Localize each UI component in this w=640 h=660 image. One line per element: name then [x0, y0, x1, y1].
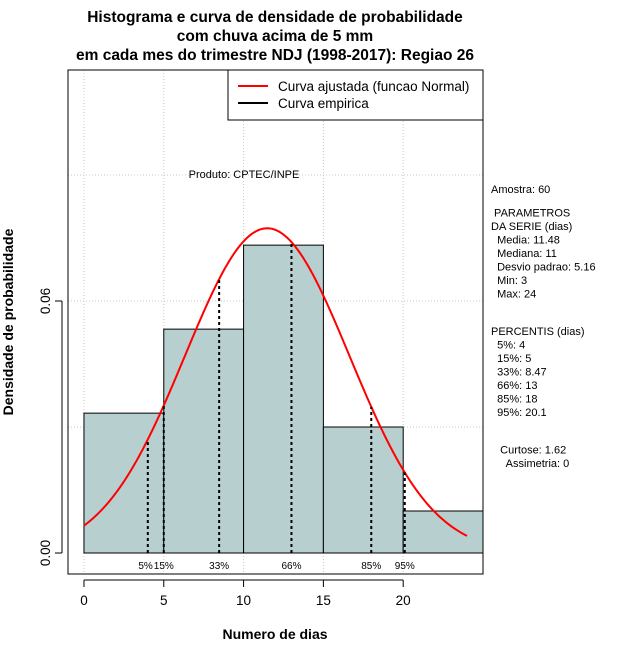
- stats-line-10: 5%: 4: [491, 340, 525, 352]
- histogram-bar-3: [322, 426, 404, 554]
- stats-line-0: Amostra: 60: [491, 184, 550, 196]
- x-tick-label-0: 0: [80, 593, 88, 608]
- x-axis: 0 5 10 15 20: [80, 579, 411, 608]
- histogram-bar-1: [163, 328, 245, 554]
- histogram-bars: [83, 244, 484, 554]
- stats-line-11: 15%: 5: [491, 353, 531, 365]
- legend-box: [227, 69, 484, 121]
- produto-credit: Produto: CPTEC/INPE: [189, 169, 300, 181]
- y-axis-label: Densidade de probabilidade: [0, 228, 16, 415]
- stats-line-2: DA SERIE (dias): [491, 221, 572, 233]
- x-tick-label-1: 5: [160, 593, 168, 608]
- x-tick-label-3: 15: [316, 593, 331, 608]
- percentile-lines: 5% 15% 33% 66% 85% 95%: [138, 242, 415, 572]
- y-tick-label-0: 0.00: [38, 540, 53, 566]
- normal-curve-layer: [83, 227, 468, 537]
- x-axis-label: Numero de dias: [222, 626, 327, 642]
- stats-line-7: Max: 24: [491, 289, 536, 301]
- histogram-bar-4: [402, 510, 484, 554]
- stats-line-13: 66%: 13: [491, 380, 537, 392]
- percentile-label-2: 33%: [209, 561, 229, 572]
- chart-title-line-2: com chuva acima de 5 mm: [177, 28, 373, 45]
- chart-title-line-3: em cada mes do trimestre NDJ (1998-2017)…: [76, 47, 474, 64]
- stats-line-12: 33%: 8.47: [491, 367, 547, 379]
- percentile-label-4: 85%: [361, 561, 381, 572]
- y-tick-label-1: 0.06: [38, 288, 53, 314]
- stats-line-5: Desvio padrao: 5.16: [491, 262, 596, 274]
- stats-line-3: Media: 11.48: [491, 235, 560, 247]
- percentile-label-5: 95%: [395, 561, 415, 572]
- x-tick-label-2: 10: [236, 593, 251, 608]
- percentile-label-1: 15%: [154, 561, 174, 572]
- chart-title-line-1: Histograma e curva de densidade de proba…: [87, 9, 463, 26]
- percentile-label-0: 5%: [138, 561, 153, 572]
- stats-line-1: PARAMETROS: [491, 208, 570, 220]
- normal-curve: [83, 227, 468, 537]
- stats-line-6: Min: 3: [491, 275, 527, 287]
- legend: Curva ajustada (funcao Normal) Curva emp…: [227, 69, 484, 121]
- percentile-label-3: 66%: [281, 561, 301, 572]
- y-axis: 0.00 0.06: [38, 288, 63, 566]
- stats-line-14: 85%: 18: [491, 394, 537, 406]
- stats-line-17: Curtose: 1.62: [491, 445, 566, 457]
- legend-label-normal: Curva ajustada (funcao Normal): [278, 79, 469, 94]
- stats-line-18: Assimetria: 0: [491, 458, 569, 470]
- stats-line-9: PERCENTIS (dias): [491, 326, 585, 338]
- stats-line-4: Mediana: 11: [491, 248, 557, 260]
- x-tick-label-4: 20: [396, 593, 411, 608]
- histogram-bar-2: [243, 244, 324, 554]
- stats-line-15: 95%: 20.1: [491, 407, 547, 419]
- legend-label-empirical: Curva empirica: [278, 96, 369, 111]
